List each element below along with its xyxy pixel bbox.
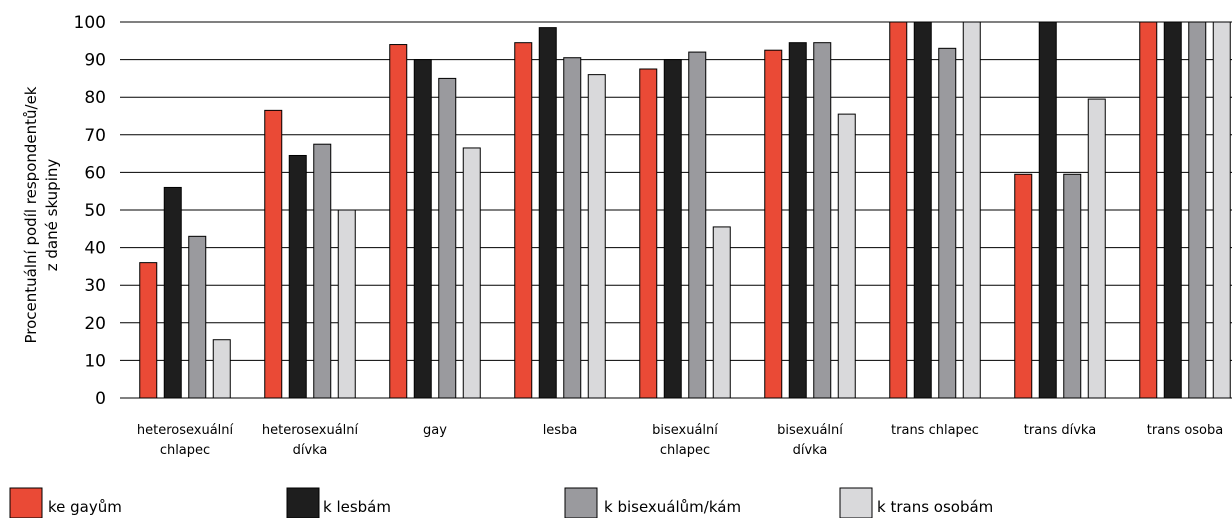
- y-tick-label: 40: [84, 239, 106, 259]
- bar-5-3: [688, 51, 707, 399]
- bar-8-3: [1063, 173, 1082, 399]
- legend-swatch-2: [286, 487, 320, 518]
- bar-6-2: [788, 42, 807, 399]
- bar-8-4: [1087, 98, 1106, 399]
- bar-6-3: [813, 42, 832, 399]
- category-label: bisexuální chlapec: [652, 423, 718, 458]
- bar-4-1: [514, 42, 533, 399]
- bar-7-1: [889, 21, 908, 399]
- y-tick-label: 60: [84, 163, 106, 183]
- bar-3-3: [438, 77, 457, 399]
- bar-9-4: [1212, 21, 1231, 399]
- bar-3-4: [462, 147, 481, 399]
- bar-2-1: [264, 109, 283, 399]
- legend-label-1: ke gayům: [48, 498, 122, 516]
- bar-5-4: [712, 226, 731, 399]
- bar-9-1: [1139, 21, 1158, 399]
- y-tick-label: 0: [95, 389, 106, 409]
- bar-6-1: [764, 49, 783, 399]
- bar-2-4: [337, 209, 356, 399]
- bar-1-1: [139, 262, 158, 399]
- category-label: trans chlapec: [891, 423, 979, 438]
- category-label: trans dívka: [1024, 423, 1096, 438]
- legend-swatch-4: [839, 487, 873, 518]
- bar-7-3: [938, 47, 957, 399]
- y-axis-label: Procentuální podíl respondentů/ek z dané …: [22, 86, 61, 343]
- legend-label-3: k bisexuálům/kám: [604, 498, 741, 516]
- bar-4-4: [587, 74, 606, 399]
- bar-3-1: [389, 44, 408, 399]
- bar-3-2: [413, 59, 432, 399]
- y-tick-label: 80: [84, 88, 106, 108]
- bar-4-2: [538, 27, 557, 399]
- category-label: heterosexuální chlapec: [137, 423, 234, 458]
- category-label: lesba: [543, 423, 578, 438]
- bar-7-4: [962, 21, 981, 399]
- bar-8-1: [1014, 173, 1033, 399]
- y-tick-label: 100: [74, 13, 106, 33]
- y-tick-label: 90: [84, 51, 106, 71]
- category-label: heterosexuální dívka: [262, 423, 359, 458]
- legend-label-2: k lesbám: [323, 498, 391, 516]
- bar-8-2: [1038, 21, 1057, 399]
- legend-swatch-3: [564, 487, 598, 518]
- bar-5-2: [663, 59, 682, 399]
- bar-9-2: [1163, 21, 1182, 399]
- bar-4-3: [563, 57, 582, 399]
- bar-1-4: [212, 339, 231, 399]
- y-tick-label: 30: [84, 276, 106, 296]
- bars: [139, 21, 1231, 399]
- bar-1-2: [163, 186, 182, 399]
- y-tick-label: 20: [84, 314, 106, 334]
- bar-2-2: [288, 154, 307, 399]
- bar-2-3: [313, 143, 332, 399]
- category-label: gay: [423, 423, 447, 438]
- bar-9-3: [1188, 21, 1207, 399]
- y-tick-label: 70: [84, 126, 106, 146]
- bar-6-4: [837, 113, 856, 399]
- bar-1-3: [188, 235, 207, 399]
- bar-7-2: [913, 21, 932, 399]
- legend: ke gayům k lesbám k bisexuálům/kám k trans …: [9, 487, 993, 518]
- bar-5-1: [639, 68, 658, 399]
- y-tick-label: 50: [84, 201, 106, 221]
- y-axis-ticks: 0 10 20 30 40 50 60 70 80 90 100: [74, 13, 106, 409]
- y-axis-title: Procentuální podíl respondentů/ek z dané …: [22, 86, 61, 343]
- category-label: bisexuální dívka: [777, 423, 843, 458]
- y-tick-label: 10: [84, 351, 106, 371]
- category-labels: heterosexuální chlapec heterosexuální dívka…: [137, 423, 1223, 458]
- legend-label-4: k trans osobám: [877, 498, 993, 516]
- legend-swatch-1: [9, 487, 43, 518]
- category-label: trans osoba: [1147, 423, 1223, 438]
